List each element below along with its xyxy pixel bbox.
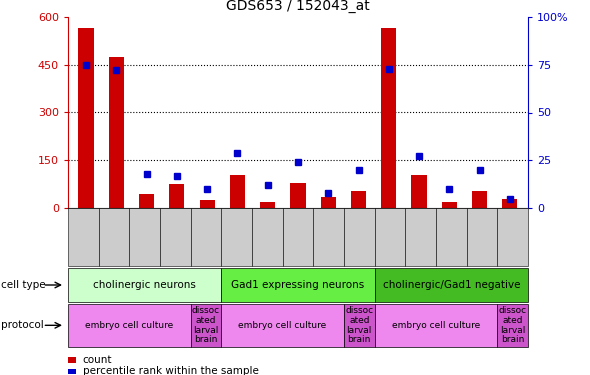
Bar <box>320 197 336 208</box>
Bar <box>290 183 306 208</box>
Bar <box>139 194 154 208</box>
Text: embryo cell culture: embryo cell culture <box>238 321 327 330</box>
Text: protocol: protocol <box>1 320 44 330</box>
Text: count: count <box>83 355 112 365</box>
Bar <box>442 202 457 208</box>
Text: percentile rank within the sample: percentile rank within the sample <box>83 366 258 375</box>
Bar <box>260 202 276 208</box>
Bar <box>169 184 185 208</box>
Text: dissoc
ated
larval
brain: dissoc ated larval brain <box>345 306 373 344</box>
Bar <box>109 57 124 208</box>
Bar <box>78 28 94 208</box>
Text: GDS653 / 152043_at: GDS653 / 152043_at <box>226 0 370 13</box>
Text: Gad1 expressing neurons: Gad1 expressing neurons <box>231 280 365 290</box>
Text: embryo cell culture: embryo cell culture <box>85 321 173 330</box>
Text: dissoc
ated
larval
brain: dissoc ated larval brain <box>499 306 527 344</box>
Bar <box>411 175 427 208</box>
Bar <box>68 357 76 363</box>
Text: cholinergic neurons: cholinergic neurons <box>93 280 196 290</box>
Bar <box>68 369 76 374</box>
Bar <box>351 190 366 208</box>
Text: dissoc
ated
larval
brain: dissoc ated larval brain <box>192 306 220 344</box>
Text: cell type: cell type <box>1 280 46 290</box>
Bar <box>230 175 245 208</box>
Text: embryo cell culture: embryo cell culture <box>392 321 480 330</box>
Text: cholinergic/Gad1 negative: cholinergic/Gad1 negative <box>382 280 520 290</box>
Bar <box>502 199 517 208</box>
Bar <box>199 200 215 208</box>
Bar <box>472 190 487 208</box>
Bar <box>381 28 396 208</box>
